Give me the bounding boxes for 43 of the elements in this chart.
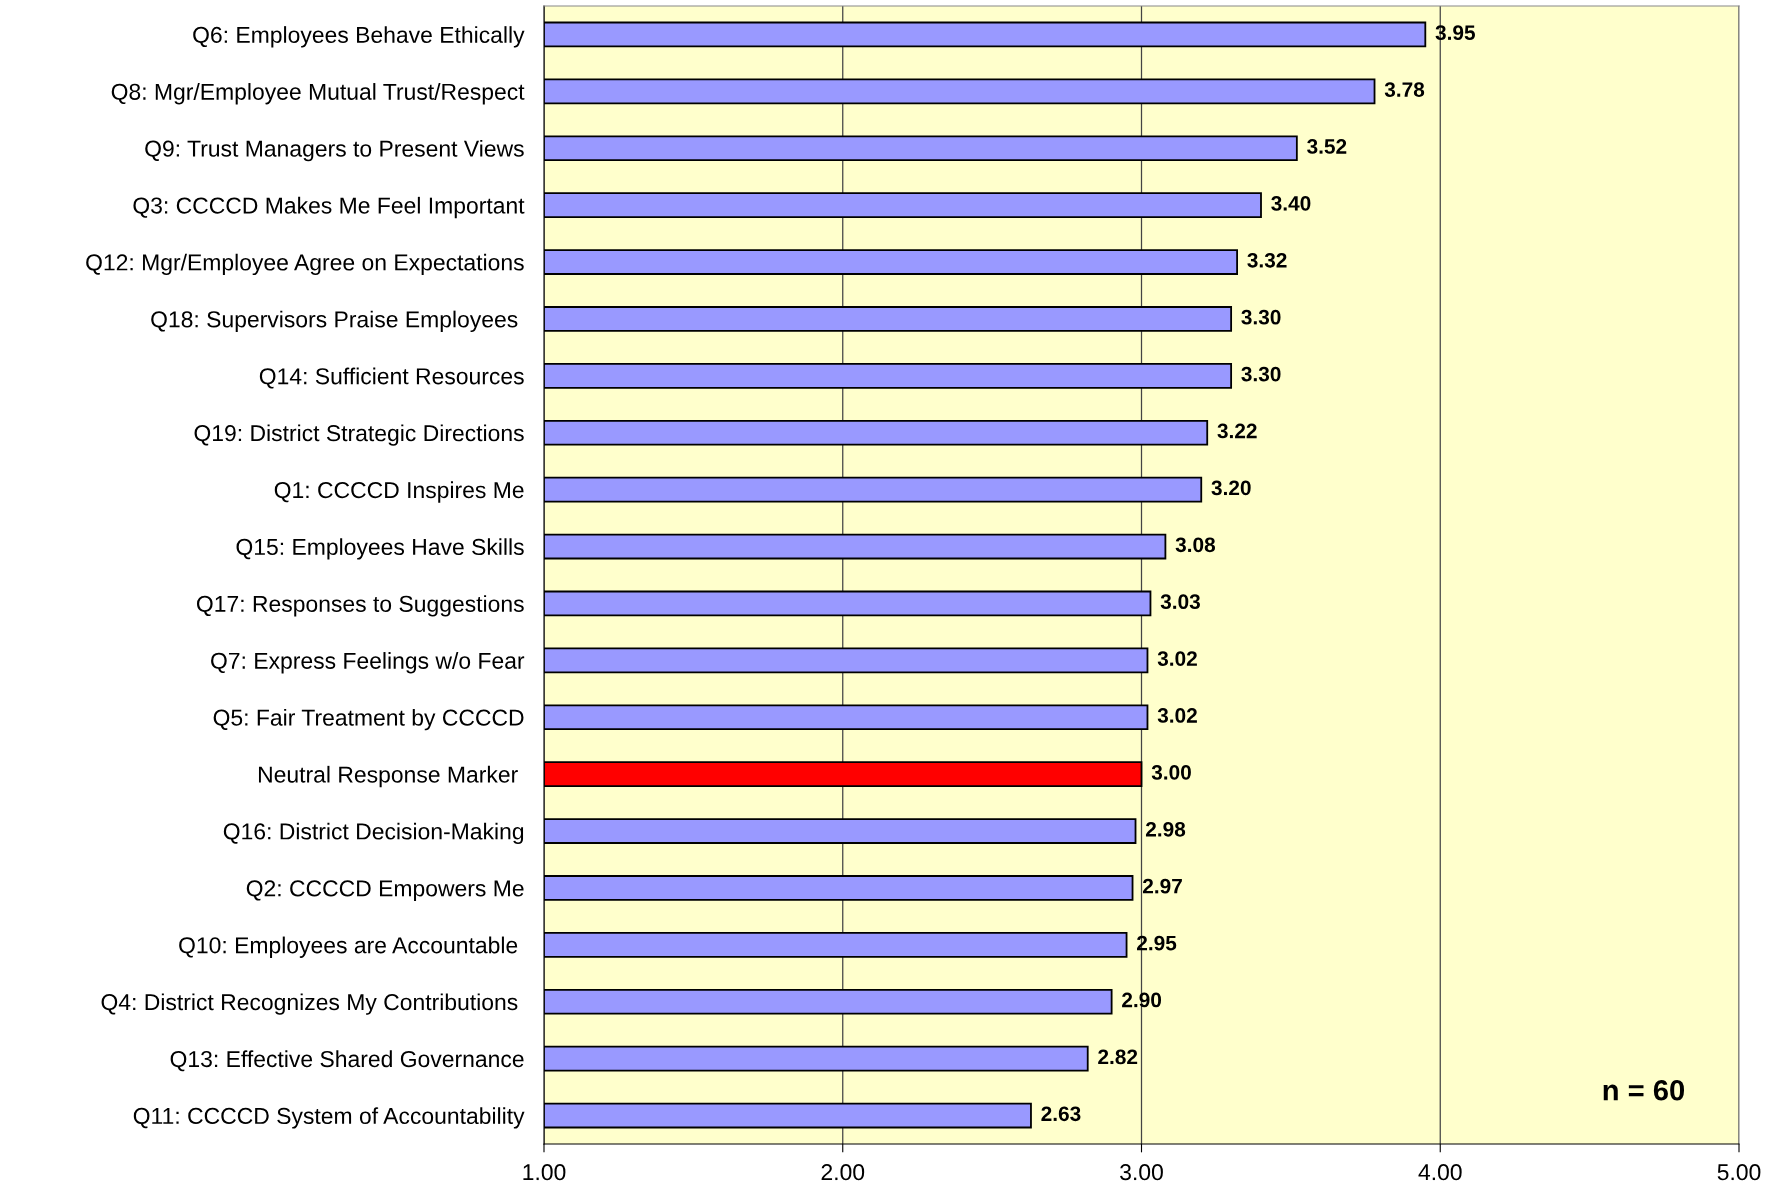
y-tick-label: Q19: District Strategic Directions [194,424,524,446]
y-tick-label: Q7: Express Feelings w/o Fear [211,652,525,674]
y-tick-label: Q17: Responses to Suggestions [196,595,524,617]
data-label: 3.02 [1157,708,1197,723]
annotation: n = 60 [1603,1079,1685,1101]
y-tick-label: Q13: Effective Shared Governance [170,1050,524,1072]
x-tick-label: 4.00 [1418,1164,1462,1181]
data-label: 3.32 [1247,252,1287,268]
data-label: 2.97 [1142,878,1182,894]
y-tick-label: Q9: Trust Managers to Present Views [145,139,524,162]
y-tick-label: Q16: District Decision-Making [223,822,524,845]
y-tick-label: Q15: Employees Have Skills [236,538,524,560]
x-tick-label: 5.00 [1717,1164,1761,1181]
data-label: 2.98 [1145,821,1186,837]
y-tick-label: Q3: CCCCD Makes Me Feel Important [133,196,525,219]
data-label: 3.20 [1211,480,1251,496]
y-tick-label: Q11: CCCCD System of Accountability [133,1107,525,1129]
y-tick-label: Neutral Response Marker [258,765,518,788]
y-tick-label: Q14: Sufficient Resources [259,367,524,389]
y-tick-label: Q12: Mgr/Employee Agree on Expectations [86,253,524,276]
y-tick-label: Q10: Employees are Accountable [179,936,518,958]
y-tick-label: Q18: Supervisors Praise Employees [151,310,518,333]
data-label: 3.78 [1384,82,1425,97]
y-tick-label: Q8: Mgr/Employee Mutual Trust/Respect [111,83,525,105]
data-label: 3.30 [1241,309,1281,325]
x-tick-label: 1.00 [523,1164,566,1181]
data-label: 3.02 [1157,651,1197,666]
data-label: 3.22 [1217,423,1257,439]
data-label: 3.08 [1175,537,1216,553]
y-tick-label: Q2: CCCCD Empowers Me [246,880,524,902]
y-tick-label: Q5: Fair Treatment by CCCCD [213,708,524,731]
data-label: 3.52 [1307,139,1347,154]
y-tick-label: Q6: Employees Behave Ethically [193,26,525,48]
data-label: 3.03 [1160,594,1200,610]
data-label: 2.82 [1098,1049,1138,1065]
data-label: 3.30 [1241,366,1281,382]
data-label: 2.63 [1041,1106,1081,1122]
y-tick-label: Q1: CCCCD Inspires Me [274,481,524,503]
x-tick-label: 2.00 [821,1164,865,1181]
x-tick-label: 3.00 [1120,1164,1163,1181]
y-tick-label: Q4: District Recognizes My Contributions [101,993,518,1015]
data-label: 3.40 [1271,195,1311,211]
data-label: 3.00 [1151,764,1191,780]
